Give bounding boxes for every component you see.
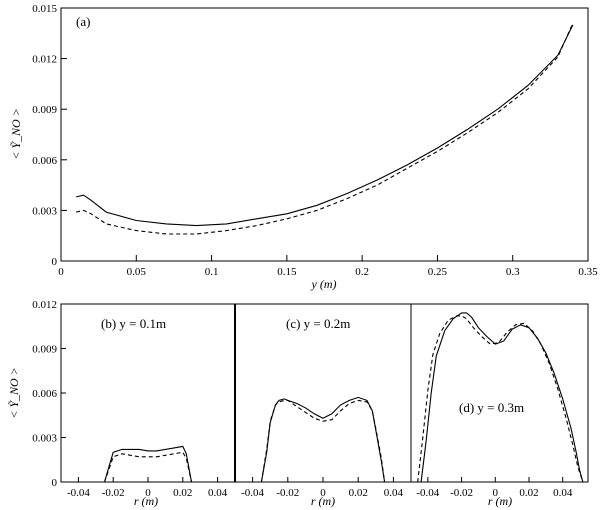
panel-b-xtick-label: 0.02 [173, 487, 192, 499]
panel-d-series-solid-line [420, 312, 584, 483]
panel-b-ytick-label: 0.012 [32, 299, 57, 311]
panel-b-label: (b) y = 0.1m [101, 316, 166, 331]
panel-a-xtick-label: 0.25 [428, 266, 448, 278]
panel-a-xtick-label: 0.05 [127, 266, 147, 278]
panel-d-xtick-label: -0.02 [450, 487, 473, 499]
panel-c-series-dashed-line [260, 399, 386, 483]
panel-b-xtick-label: 0.04 [208, 487, 228, 499]
panel-c-xtick-label: -0.04 [241, 487, 264, 499]
panel-a-label: (a) [76, 14, 90, 29]
panel-a-xlabel: y (m) [311, 277, 337, 291]
panel-bcd: -0.04 -0.02 0 0.02 0.04 0 0.003 0.006 0.009 0.012… [7, 299, 589, 508]
panel-a-frame [60, 7, 589, 262]
panel-d-label: (d) y = 0.3m [459, 400, 524, 415]
panel-b-ytick-label: 0.006 [32, 388, 57, 400]
panel-b-ytick-label: 0.003 [32, 433, 57, 445]
panel-a-xtick-label: 0.15 [277, 266, 297, 278]
panel-b-xtick-label: -0.04 [67, 487, 90, 499]
panel-a: 0 0.05 0.1 0.15 0.2 0.25 0.3 0.35 0 0.003 0.006 0.0… [9, 3, 598, 291]
panel-bcd-ylabel: < Ỹ_NO > [7, 367, 21, 419]
panel-a-ylabel: < Ỹ_NO > [9, 108, 23, 160]
panel-b-ytick-label: 0 [52, 477, 58, 489]
panel-d-xlabel: r (m) [488, 494, 512, 508]
panel-c-xlabel: r (m) [311, 494, 335, 508]
panel-a-ytick-label: 0.012 [32, 54, 57, 66]
panel-b-series-solid-line [103, 445, 193, 483]
panel-d-xtick-label: 0.02 [519, 487, 538, 499]
panel-a-ytick-label: 0.009 [32, 104, 57, 116]
panel-c-xtick-label: 0.04 [384, 487, 404, 499]
panel-d-xtick-label: 0.04 [553, 487, 573, 499]
panel-a-xtick-label: 0.35 [578, 266, 598, 278]
panel-c-xtick-label: 0 [320, 487, 326, 499]
panel-c-label: (c) y = 0.2m [286, 316, 350, 331]
panel-d-xtick-label: -0.04 [416, 487, 439, 499]
panel-d-xtick-label: 0 [493, 487, 499, 499]
panel-a-series-solid-line [75, 24, 574, 227]
panel-a-ytick-label: 0.003 [32, 205, 57, 217]
panel-b-xlabel: r (m) [134, 494, 158, 508]
panel-b-xtick-label: 0 [145, 487, 151, 499]
panel-c-xtick-label: 0.02 [349, 487, 368, 499]
panel-b-xtick-label: -0.02 [102, 487, 125, 499]
panel-a-ytick-label: 0.015 [32, 3, 57, 15]
panel-a-xtick-label: 0 [58, 266, 64, 278]
panel-b-ytick-label: 0.009 [32, 344, 57, 356]
panel-d-series-dashed-line [417, 315, 584, 483]
panel-a-xtick-label: 0.1 [205, 266, 219, 278]
panel-a-ytick-label: 0 [52, 256, 58, 268]
panel-c-xtick-label: -0.02 [276, 487, 299, 499]
panel-a-xtick-label: 0.2 [355, 266, 369, 278]
panel-a-series-dashed-line [75, 22, 574, 235]
panel-a-xtick-label: 0.3 [506, 266, 520, 278]
panel-c-series-solid-line [260, 396, 386, 483]
panel-a-ytick-label: 0.006 [32, 155, 57, 167]
